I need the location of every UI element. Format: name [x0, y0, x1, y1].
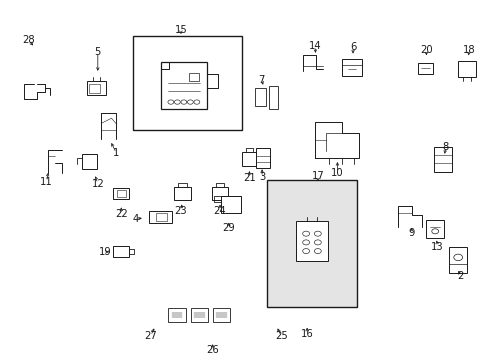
Text: 25: 25	[274, 331, 287, 341]
Text: 7: 7	[258, 75, 264, 85]
Text: 11: 11	[40, 177, 53, 187]
Text: 15: 15	[174, 24, 187, 35]
Bar	[113, 246, 129, 257]
Text: 23: 23	[174, 206, 187, 216]
Text: 13: 13	[430, 242, 443, 252]
Text: 5: 5	[94, 47, 101, 57]
Bar	[254, 88, 265, 106]
Text: 18: 18	[462, 45, 475, 55]
Bar	[168, 308, 185, 322]
Bar	[266, 180, 356, 307]
Text: 21: 21	[243, 173, 255, 183]
Text: 28: 28	[22, 35, 35, 45]
Text: 10: 10	[330, 168, 343, 178]
Bar	[211, 187, 228, 200]
Bar	[269, 85, 278, 109]
Bar	[113, 188, 129, 199]
Bar	[86, 81, 106, 95]
Text: 16: 16	[300, 329, 313, 339]
Bar	[417, 63, 432, 74]
Bar	[448, 247, 467, 273]
Bar	[212, 308, 230, 322]
Bar	[457, 61, 475, 77]
Text: 1: 1	[113, 148, 120, 158]
Bar	[174, 187, 190, 200]
Bar	[188, 73, 199, 81]
Bar	[160, 62, 207, 109]
Text: 19: 19	[99, 247, 111, 257]
Text: 22: 22	[115, 209, 127, 219]
Text: 20: 20	[419, 45, 432, 55]
Text: 3: 3	[259, 172, 264, 182]
Text: 17: 17	[311, 171, 324, 181]
Bar	[148, 211, 172, 223]
Text: 2: 2	[456, 271, 463, 282]
Bar	[433, 147, 451, 172]
Bar	[89, 84, 100, 93]
Bar	[256, 148, 269, 167]
Bar	[82, 154, 97, 169]
Bar	[190, 308, 208, 322]
Bar	[426, 220, 443, 238]
Bar	[133, 36, 241, 130]
Text: 12: 12	[91, 179, 104, 189]
Bar	[242, 152, 256, 166]
Bar	[116, 190, 126, 197]
Text: 29: 29	[222, 223, 235, 233]
Text: 4: 4	[133, 214, 139, 224]
Text: 6: 6	[349, 42, 356, 52]
Text: 14: 14	[308, 41, 321, 51]
Bar	[155, 213, 167, 221]
Bar	[220, 196, 241, 213]
Text: 9: 9	[407, 228, 414, 238]
Bar	[342, 59, 361, 76]
Text: 26: 26	[206, 345, 219, 355]
Text: 8: 8	[442, 142, 448, 152]
Bar	[296, 221, 327, 261]
Text: 27: 27	[144, 331, 157, 341]
Text: 24: 24	[213, 206, 226, 216]
